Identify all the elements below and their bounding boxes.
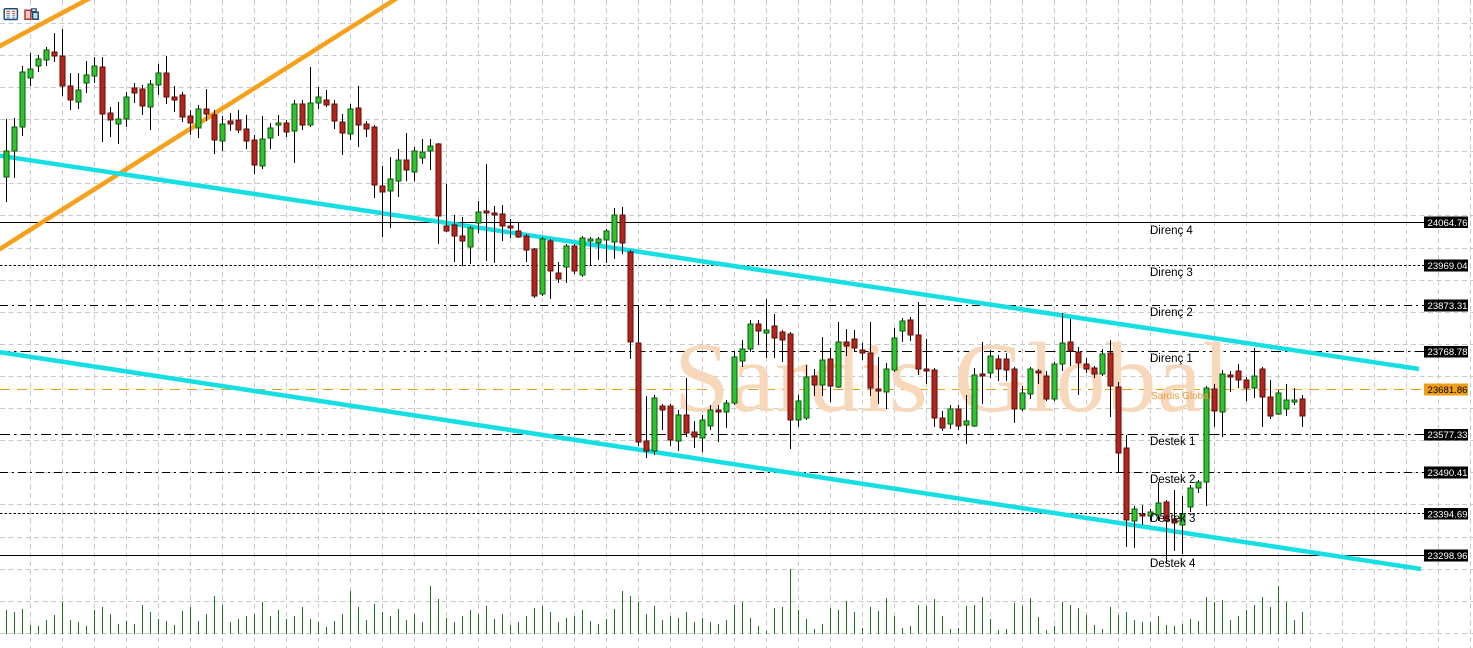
svg-text:23577.33: 23577.33: [1428, 430, 1468, 441]
svg-text:23681.86: 23681.86: [1428, 385, 1468, 396]
svg-text:Direnç 3: Direnç 3: [1150, 267, 1193, 279]
svg-text:23969.04: 23969.04: [1428, 261, 1469, 272]
svg-text:23394.69: 23394.69: [1428, 509, 1468, 520]
svg-text:Direnç 2: Direnç 2: [1150, 307, 1193, 319]
svg-text:Destek 2: Destek 2: [1150, 474, 1195, 486]
svg-text:Destek 3: Destek 3: [1150, 513, 1195, 525]
svg-text:23873.31: 23873.31: [1428, 301, 1468, 312]
svg-text:Destek 4: Destek 4: [1150, 558, 1196, 570]
svg-text:Destek 1: Destek 1: [1150, 436, 1195, 448]
svg-text:Sardis Global: Sardis Global: [1151, 391, 1211, 402]
svg-text:24064.76: 24064.76: [1428, 218, 1468, 229]
svg-text:23298.96: 23298.96: [1428, 551, 1468, 562]
svg-text:23490.41: 23490.41: [1428, 468, 1468, 479]
svg-text:Direnç 1: Direnç 1: [1150, 353, 1193, 365]
svg-text:Direnç 4: Direnç 4: [1150, 225, 1193, 237]
svg-text:23768.78: 23768.78: [1428, 347, 1468, 358]
